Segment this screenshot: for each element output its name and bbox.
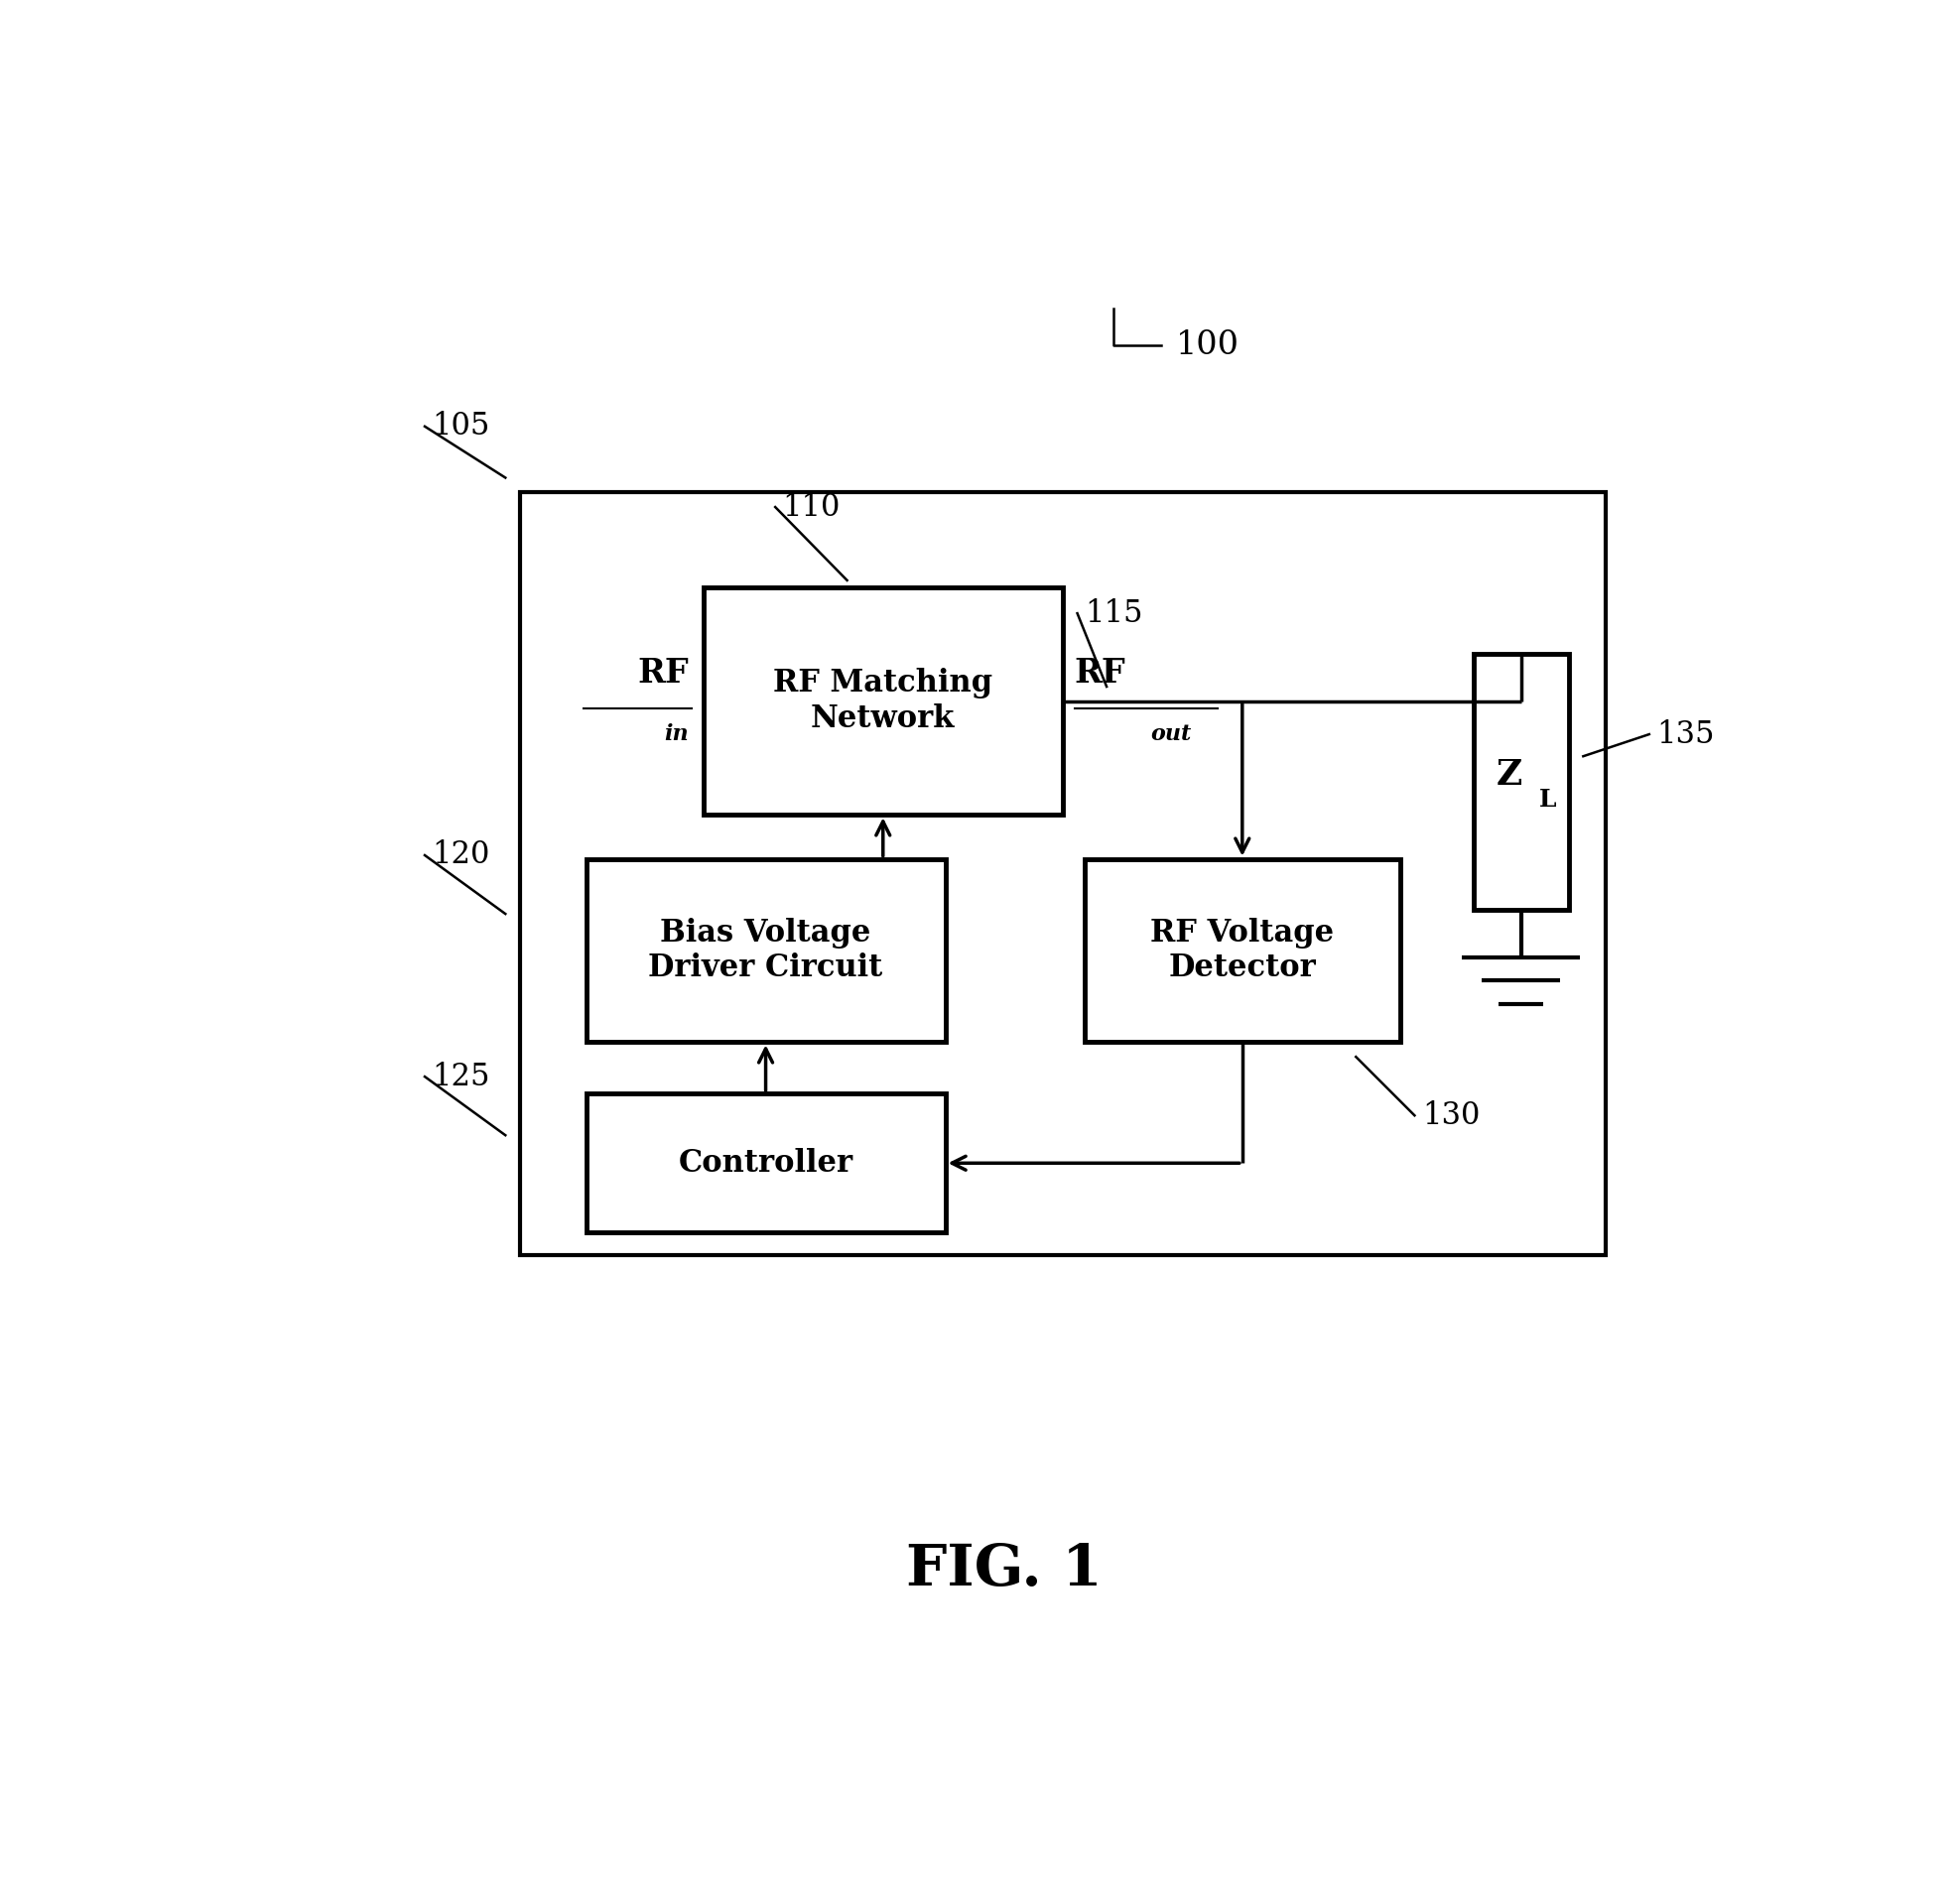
Text: 130: 130 [1422, 1101, 1478, 1131]
Text: 100: 100 [1175, 329, 1239, 362]
Text: 135: 135 [1656, 720, 1713, 750]
Bar [585, 859, 946, 1041]
Text: 110: 110 [781, 491, 840, 522]
Text: FIG. 1: FIG. 1 [905, 1542, 1102, 1597]
Text: 120: 120 [433, 840, 490, 870]
Text: RF Matching
Network: RF Matching Network [773, 668, 993, 735]
Text: L: L [1537, 788, 1555, 811]
Text: 115: 115 [1085, 598, 1142, 628]
Text: Controller: Controller [677, 1148, 852, 1179]
Text: Z: Z [1496, 758, 1521, 792]
Bar [519, 493, 1604, 1255]
Text: Bias Voltage
Driver Circuit: Bias Voltage Driver Circuit [648, 918, 883, 984]
Text: RF: RF [1073, 657, 1126, 689]
Text: in: in [664, 724, 689, 744]
Text: 125: 125 [433, 1061, 490, 1093]
Bar [703, 588, 1061, 815]
Text: RF Voltage
Detector: RF Voltage Detector [1149, 918, 1333, 984]
Text: RF: RF [636, 657, 689, 689]
Text: out: out [1149, 724, 1190, 744]
Bar [1472, 653, 1568, 910]
Bar [1085, 859, 1400, 1041]
Bar [585, 1093, 946, 1232]
Text: 105: 105 [433, 411, 490, 442]
